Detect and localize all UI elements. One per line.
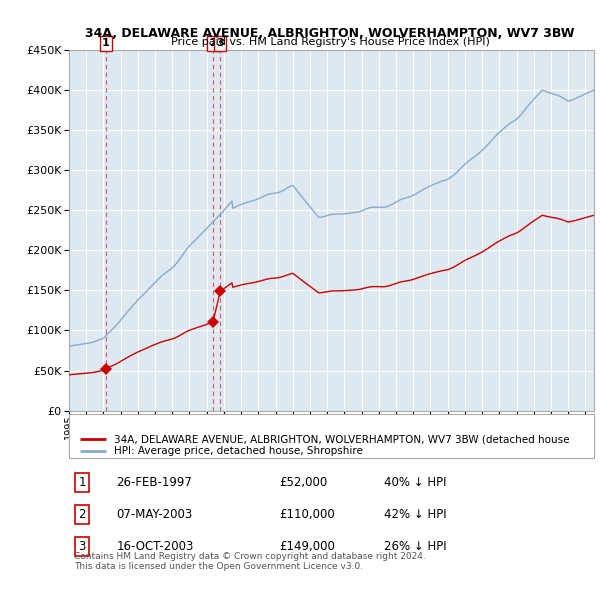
Text: 1: 1 <box>79 476 86 489</box>
Text: 34A, DELAWARE AVENUE, ALBRIGHTON, WOLVERHAMPTON, WV7 3BW: 34A, DELAWARE AVENUE, ALBRIGHTON, WOLVER… <box>85 27 575 40</box>
Text: 3: 3 <box>79 540 86 553</box>
Text: 16-OCT-2003: 16-OCT-2003 <box>116 540 194 553</box>
Text: 3: 3 <box>217 38 224 48</box>
Text: £149,000: £149,000 <box>279 540 335 553</box>
Text: 40% ↓ HPI: 40% ↓ HPI <box>384 476 446 489</box>
Text: 1: 1 <box>102 38 110 48</box>
Text: £52,000: £52,000 <box>279 476 327 489</box>
Text: 34A, DELAWARE AVENUE, ALBRIGHTON, WOLVERHAMPTON, WV7 3BW (detached house: 34A, DELAWARE AVENUE, ALBRIGHTON, WOLVER… <box>113 434 569 444</box>
Text: 26% ↓ HPI: 26% ↓ HPI <box>384 540 446 553</box>
Text: 42% ↓ HPI: 42% ↓ HPI <box>384 508 446 521</box>
Text: 2: 2 <box>79 508 86 521</box>
Text: 07-MAY-2003: 07-MAY-2003 <box>116 508 193 521</box>
Text: 26-FEB-1997: 26-FEB-1997 <box>116 476 192 489</box>
Text: HPI: Average price, detached house, Shropshire: HPI: Average price, detached house, Shro… <box>113 446 362 456</box>
Text: Price paid vs. HM Land Registry's House Price Index (HPI): Price paid vs. HM Land Registry's House … <box>170 37 490 47</box>
Text: 2: 2 <box>209 38 217 48</box>
Text: Contains HM Land Registry data © Crown copyright and database right 2024.
This d: Contains HM Land Registry data © Crown c… <box>74 552 426 572</box>
Text: £110,000: £110,000 <box>279 508 335 521</box>
FancyBboxPatch shape <box>69 414 594 457</box>
